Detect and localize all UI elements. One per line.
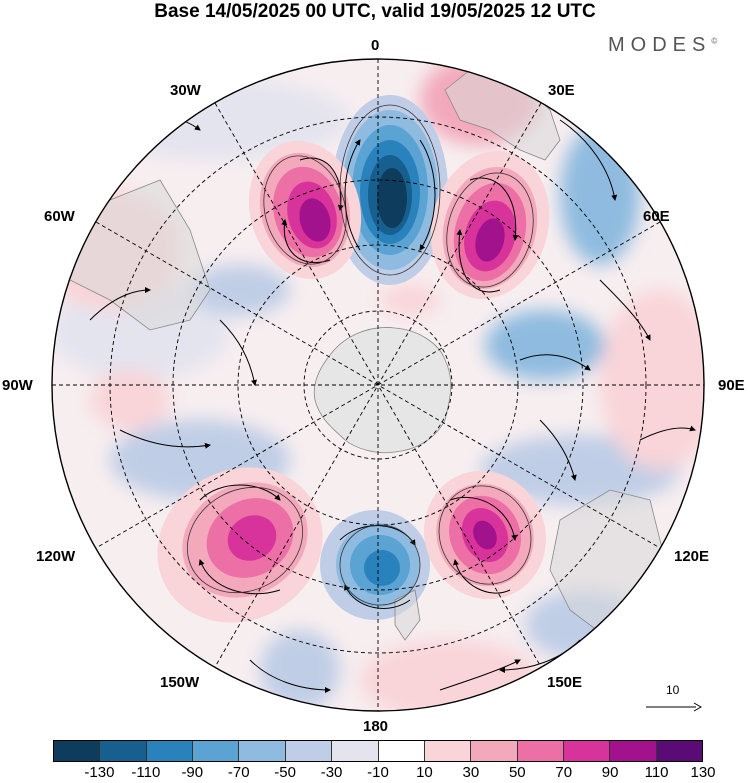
map-disc (52, 59, 704, 711)
colorbar-segment (656, 741, 703, 761)
colorbar-segment (424, 741, 472, 761)
colorbar-segment (378, 741, 425, 761)
colorbar-segment (471, 741, 518, 761)
anomaly-high-40w (248, 140, 362, 280)
colorbar-tick-label: -30 (320, 764, 343, 781)
lon-label-90e: 90E (718, 377, 745, 394)
new-zealand (394, 589, 421, 641)
lon-label-150w: 150W (160, 674, 200, 691)
wind-streamlines (89, 114, 696, 693)
colorbar (53, 740, 703, 762)
lon-label-120e: 120E (674, 548, 710, 565)
map-border (51, 58, 705, 712)
lon-label-150e: 150E (547, 674, 583, 691)
brand-mark: © (711, 36, 718, 46)
colorbar-tick-label: 130 (690, 764, 716, 781)
colorbar-ticks: -130 -110 -90 -70 -50 -30 -10 10 30 50 70 90 110 130 (53, 764, 715, 782)
colorbar-segment (146, 741, 194, 761)
colorbar-tick-label: -130 (84, 764, 115, 781)
reference-vector-arrow (646, 702, 702, 712)
colorbar-tick-label: -70 (227, 764, 250, 781)
colorbar-tick-label: -50 (274, 764, 296, 781)
lon-label-180: 180 (363, 718, 389, 735)
colorbar-segment (610, 741, 657, 761)
colorbar-tick-label: 70 (555, 764, 573, 781)
colorbar-segment (54, 741, 101, 761)
colorbar-segment (285, 741, 333, 761)
colorbar-tick-label: 50 (508, 764, 526, 781)
colorbar-segment (563, 741, 611, 761)
colorbar-segment (332, 741, 379, 761)
polar-map (51, 58, 705, 712)
colorbar-tick-label: -110 (131, 764, 161, 781)
colorbar-tick-label: 110 (644, 764, 669, 781)
colorbar-tick-label: -90 (181, 764, 204, 781)
graticule (52, 59, 704, 711)
lon-label-0: 0 (371, 37, 380, 54)
anomaly-low-0 (332, 95, 448, 285)
lon-label-60w: 60W (44, 208, 75, 225)
lon-label-60e: 60E (643, 208, 670, 225)
colorbar-tick-label: 10 (416, 764, 433, 781)
colorbar-segment (239, 741, 286, 761)
colorbar-segment (517, 741, 564, 761)
colorbar-tick-label: 30 (462, 764, 480, 781)
anomaly-contours (186, 104, 534, 606)
map-title: Base 14/05/2025 00 UTC, valid 19/05/2025… (154, 1, 596, 22)
colorbar-segment (100, 741, 147, 761)
reference-vector-label: 10 (666, 683, 680, 697)
anomaly-high-140e (424, 470, 546, 600)
lon-label-30e: 30E (548, 82, 575, 99)
colorbar-tick-label: 90 (601, 764, 619, 781)
lon-label-90w: 90W (2, 377, 33, 394)
lon-label-120w: 120W (36, 548, 76, 565)
brand-logo: MODES© (608, 34, 717, 57)
brand-name: MODES (608, 34, 712, 56)
lon-label-30w: 30W (170, 82, 201, 99)
colorbar-segment (193, 741, 240, 761)
colorbar-tick-label: -10 (367, 764, 389, 781)
